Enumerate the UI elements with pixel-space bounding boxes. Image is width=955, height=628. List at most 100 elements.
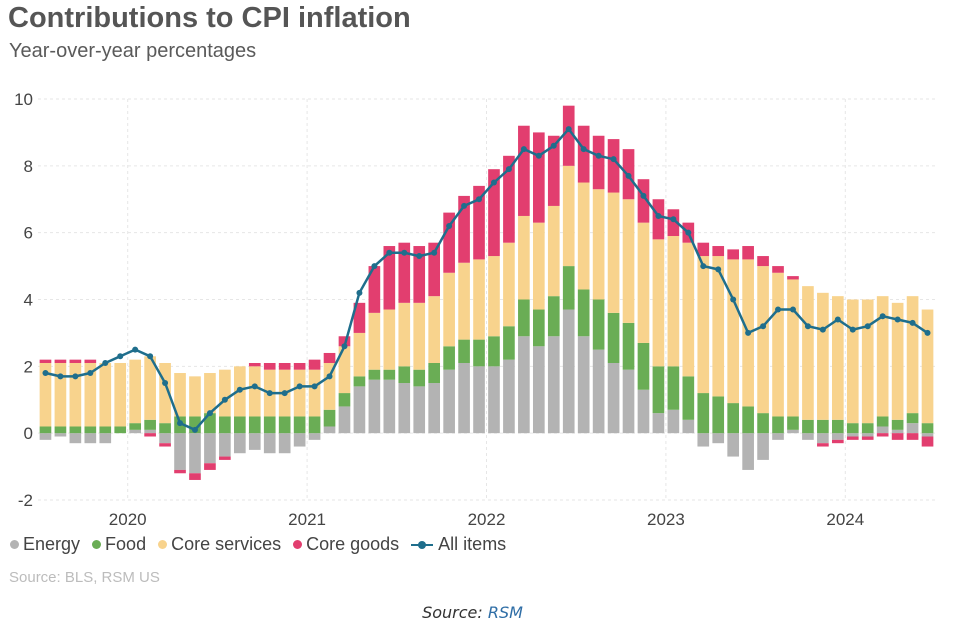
bar-core-services-2020-04 <box>174 373 186 417</box>
bar-energy-2022-11 <box>637 389 650 434</box>
bar-energy-2021-07 <box>398 383 411 434</box>
point-all-items-2021-04 <box>356 289 363 296</box>
bar-core-goods-2023-05 <box>727 249 740 260</box>
bar-food-2024-06 <box>921 423 934 434</box>
bar-energy-2021-09 <box>428 383 441 434</box>
point-all-items-2024-06 <box>924 329 931 336</box>
legend-swatch-food <box>92 540 102 549</box>
bar-core-services-2021-03 <box>338 346 351 394</box>
bar-core-services-2021-08 <box>413 302 426 370</box>
bar-food-2021-05 <box>368 369 381 380</box>
source-link[interactable]: RSM <box>487 603 523 622</box>
bar-core-services-2022-11 <box>637 222 650 343</box>
bar-food-2023-11 <box>817 419 829 434</box>
bar-core-goods-2021-11 <box>458 195 470 263</box>
bar-core-goods-2020-04 <box>174 469 186 474</box>
bar-food-2021-08 <box>413 369 426 387</box>
legend-swatch-core-services <box>158 540 168 549</box>
bar-energy-2024-01 <box>846 433 859 437</box>
bar-core-goods-2021-05 <box>368 266 381 313</box>
point-all-items-2022-06 <box>565 126 572 133</box>
legend-swatch-all-items <box>411 540 434 550</box>
bar-core-services-2023-07 <box>757 266 769 414</box>
bar-core-services-2021-10 <box>443 272 455 347</box>
bar-core-goods-2024-02 <box>861 436 874 440</box>
point-all-items-2019-09 <box>72 373 79 380</box>
bar-core-services-2023-12 <box>831 296 844 420</box>
bar-energy-2023-12 <box>831 433 844 440</box>
page-source-caption: Source: RSM <box>0 603 945 622</box>
bar-core-services-2024-02 <box>861 299 874 424</box>
bar-core-services-2022-03 <box>518 215 530 300</box>
bar-core-goods-2020-06 <box>204 463 216 470</box>
bar-core-services-2021-06 <box>383 309 396 370</box>
bar-food-2022-12 <box>652 366 665 414</box>
bar-energy-2021-11 <box>458 362 470 434</box>
bar-energy-2023-09 <box>787 429 799 434</box>
bar-core-services-2021-02 <box>323 362 336 410</box>
bar-core-goods-2020-05 <box>189 473 201 480</box>
bar-food-2023-12 <box>831 419 844 434</box>
bar-core-goods-2022-01 <box>488 169 500 257</box>
bar-food-2019-09 <box>69 426 82 434</box>
point-all-items-2020-10 <box>266 390 273 397</box>
bar-food-2020-01 <box>129 423 142 430</box>
point-all-items-2023-11 <box>819 326 826 333</box>
point-all-items-2020-05 <box>191 426 198 433</box>
point-all-items-2024-03 <box>879 313 886 320</box>
bar-core-goods-2023-01 <box>667 209 680 237</box>
point-all-items-2022-08 <box>595 152 602 159</box>
bar-energy-2019-08 <box>54 433 67 437</box>
bar-core-services-2021-09 <box>428 296 441 363</box>
bar-core-goods-2020-09 <box>248 362 261 367</box>
bar-food-2024-02 <box>861 423 874 434</box>
bar-core-goods-2022-09 <box>607 139 620 193</box>
bar-core-services-2023-08 <box>772 272 784 417</box>
point-all-items-2019-11 <box>102 359 109 366</box>
bar-core-services-2023-01 <box>667 236 680 367</box>
x-tick-label: 2021 <box>288 510 326 529</box>
bar-core-goods-2023-12 <box>831 439 844 444</box>
bar-food-2021-07 <box>398 366 411 384</box>
bar-core-services-2023-03 <box>697 256 710 394</box>
bar-core-services-2020-02 <box>144 356 156 420</box>
x-tick-label: 2023 <box>647 510 685 529</box>
bar-core-goods-2021-08 <box>413 246 426 303</box>
point-all-items-2023-10 <box>804 323 811 330</box>
bar-food-2024-01 <box>846 423 859 434</box>
y-tick-label: 10 <box>14 90 33 109</box>
bar-core-goods-2020-10 <box>263 362 276 370</box>
point-all-items-2021-02 <box>326 373 333 380</box>
bar-core-services-2019-09 <box>69 362 82 427</box>
bar-core-services-2022-02 <box>503 242 515 327</box>
chart-legend: Energy Food Core services Core goods All… <box>10 534 518 555</box>
bar-food-2023-01 <box>667 366 680 410</box>
bar-food-2024-04 <box>891 419 904 430</box>
bar-food-2020-03 <box>159 423 171 434</box>
legend-label-all-items: All items <box>438 534 507 554</box>
bar-core-goods-2021-12 <box>473 185 485 260</box>
bar-core-services-2023-05 <box>727 259 740 404</box>
point-all-items-2021-06 <box>386 249 393 256</box>
legend-label-core-goods: Core goods <box>306 534 400 554</box>
bar-food-2024-05 <box>906 413 919 424</box>
y-tick-label: 4 <box>24 291 33 310</box>
bar-food-2024-03 <box>876 416 889 427</box>
bar-core-goods-2020-03 <box>159 443 171 447</box>
bar-core-goods-2024-04 <box>891 433 904 440</box>
point-all-items-2020-02 <box>147 353 154 360</box>
point-all-items-2024-02 <box>864 323 871 330</box>
bar-energy-2023-05 <box>727 433 740 457</box>
bar-core-goods-2022-08 <box>592 135 605 190</box>
bar-core-services-2019-08 <box>54 362 67 427</box>
bar-energy-2020-04 <box>174 433 186 470</box>
bar-energy-2022-07 <box>577 336 590 434</box>
bar-core-goods-2024-03 <box>876 433 889 437</box>
bar-core-goods-2021-04 <box>353 302 366 333</box>
bar-energy-2023-08 <box>772 433 784 440</box>
bar-food-2019-10 <box>84 426 97 434</box>
bar-core-services-2021-11 <box>458 262 470 340</box>
bar-food-2021-02 <box>323 409 336 427</box>
bar-energy-2021-03 <box>338 406 351 434</box>
